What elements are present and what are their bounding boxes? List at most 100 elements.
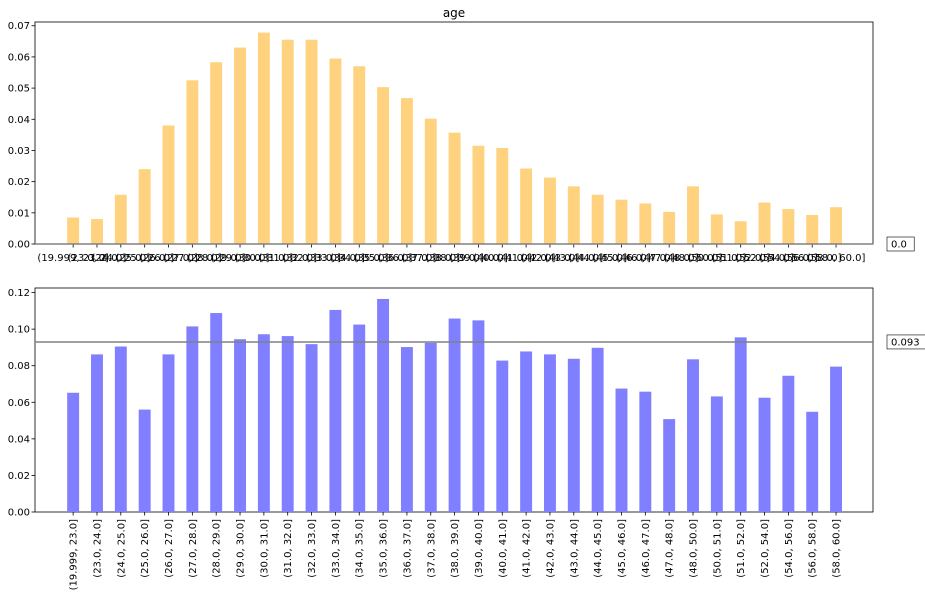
x-tick-label: (41.0, 42.0] xyxy=(497,253,556,264)
x-tick-label: (56.0, 58.0] xyxy=(783,253,842,264)
bar xyxy=(186,326,199,512)
bar xyxy=(687,359,699,512)
x-tick-label: (30.0, 31.0] xyxy=(259,519,270,578)
y-tick-label: 0.03 xyxy=(8,146,30,157)
x-tick-label: (24.0, 25.0] xyxy=(116,519,127,578)
bar xyxy=(377,87,390,244)
x-tick-label: (36.0, 37.0] xyxy=(378,253,437,264)
x-tick-label: (38.0, 39.0] xyxy=(450,519,461,578)
bar xyxy=(67,392,80,512)
y-tick-label: 0.06 xyxy=(8,52,30,63)
x-tick-label: (46.0, 47.0] xyxy=(616,253,675,264)
x-tick-label: (51.0, 52.0] xyxy=(711,253,770,264)
x-tick-label: (27.0, 28.0] xyxy=(163,253,222,264)
bar xyxy=(782,209,795,244)
bar xyxy=(305,344,318,512)
x-tick-label: (48.0, 50.0] xyxy=(664,253,723,264)
y-tick-label: 0.10 xyxy=(8,325,30,336)
x-tick-label: (38.0, 39.0] xyxy=(425,253,484,264)
bar xyxy=(448,318,461,512)
bar xyxy=(210,62,223,244)
bar xyxy=(305,39,318,244)
bar xyxy=(687,186,699,244)
bar xyxy=(329,58,342,245)
y-tick-label: 0.01 xyxy=(8,208,30,219)
x-tick-label: (26.0, 27.0] xyxy=(139,253,198,264)
x-tick-label: (40.0, 41.0] xyxy=(498,519,509,578)
x-tick-label: (36.0, 37.0] xyxy=(402,519,413,578)
bar xyxy=(114,194,127,244)
bar xyxy=(806,411,819,512)
x-tick-label: (37.0, 38.0] xyxy=(426,519,437,578)
x-tick-label: (19.999, 23.0] xyxy=(37,253,109,264)
y-tick-label: 0.00 xyxy=(8,508,30,519)
reference-value-label: 0.0 xyxy=(891,240,907,251)
bar xyxy=(448,132,461,244)
bar xyxy=(758,202,771,244)
x-tick-label: (45.0, 46.0] xyxy=(617,519,628,578)
x-tick-label: (24.0, 25.0] xyxy=(91,253,150,264)
x-tick-label: (51.0, 52.0] xyxy=(736,519,747,578)
x-tick-label: (25.0, 26.0] xyxy=(115,253,174,264)
bar xyxy=(520,168,533,244)
x-tick-label: (47.0, 48.0] xyxy=(640,253,699,264)
bar xyxy=(257,334,270,512)
bar xyxy=(281,336,294,512)
x-tick-label: (19.999, 23.0] xyxy=(69,519,80,591)
bar xyxy=(615,388,628,512)
x-tick-label: (50.0, 51.0] xyxy=(712,519,723,578)
bar xyxy=(591,347,604,512)
x-tick-label: (23.0, 24.0] xyxy=(92,519,103,578)
x-tick-label: (44.0, 45.0] xyxy=(593,519,604,578)
x-tick-label: (52.0, 54.0] xyxy=(735,253,794,264)
bar xyxy=(400,98,413,245)
x-tick-label: (39.0, 40.0] xyxy=(449,253,508,264)
bar xyxy=(830,207,843,244)
x-tick-label: (58.0, 60.0] xyxy=(832,519,843,578)
bar xyxy=(234,339,246,512)
x-tick-label: (44.0, 45.0] xyxy=(568,253,627,264)
bar xyxy=(520,351,533,512)
y-tick-label: 0.00 xyxy=(8,240,30,251)
bar xyxy=(210,313,223,512)
bar xyxy=(138,169,151,244)
x-tick-label: (29.0, 30.0] xyxy=(211,253,270,264)
x-tick-label: (40.0, 41.0] xyxy=(473,253,532,264)
bar xyxy=(281,39,294,244)
bar xyxy=(734,221,747,244)
x-tick-label: (31.0, 32.0] xyxy=(258,253,317,264)
bar xyxy=(830,366,843,512)
bar xyxy=(710,396,723,512)
bar xyxy=(257,32,270,245)
bar xyxy=(639,203,652,244)
bar xyxy=(639,391,652,512)
age-distribution-chart: age 0.00 0.01 0.02 0.03 0.04 0.05 0.06 0.07 (19.9… xyxy=(8,6,915,264)
bar xyxy=(353,324,366,512)
reference-value-box xyxy=(886,236,915,252)
y-tick-label: 0.05 xyxy=(8,84,30,95)
bar xyxy=(353,66,366,244)
x-tick-label: (47.0, 48.0] xyxy=(665,519,676,578)
x-tick-label: (33.0, 34.0] xyxy=(306,253,365,264)
x-tick-label: (29.0, 30.0] xyxy=(236,519,247,578)
x-tick-label: (50.0, 51.0] xyxy=(687,253,746,264)
x-tick-label: (58.0, 60.0] xyxy=(807,253,866,264)
x-tick-label: (43.0, 44.0] xyxy=(569,519,580,578)
bar xyxy=(186,80,199,244)
y-tick-label: 0.04 xyxy=(8,434,30,445)
bar xyxy=(67,217,80,244)
x-tick-label: (52.0, 54.0] xyxy=(760,519,771,578)
bar xyxy=(806,215,819,244)
bar xyxy=(329,309,342,512)
x-tick-label: (23.0, 24.0] xyxy=(68,253,127,264)
bar xyxy=(91,354,103,512)
x-tick-label: (32.0, 33.0] xyxy=(307,519,318,578)
y-tick-label: 0.08 xyxy=(8,361,30,372)
x-tick-label: (54.0, 56.0] xyxy=(759,253,818,264)
x-tick-label: (45.0, 46.0] xyxy=(592,253,651,264)
x-tick-label: (35.0, 36.0] xyxy=(379,519,390,578)
x-tick-label: (43.0, 44.0] xyxy=(544,253,603,264)
bar xyxy=(138,409,151,512)
bar xyxy=(472,320,485,512)
bar xyxy=(543,354,556,512)
